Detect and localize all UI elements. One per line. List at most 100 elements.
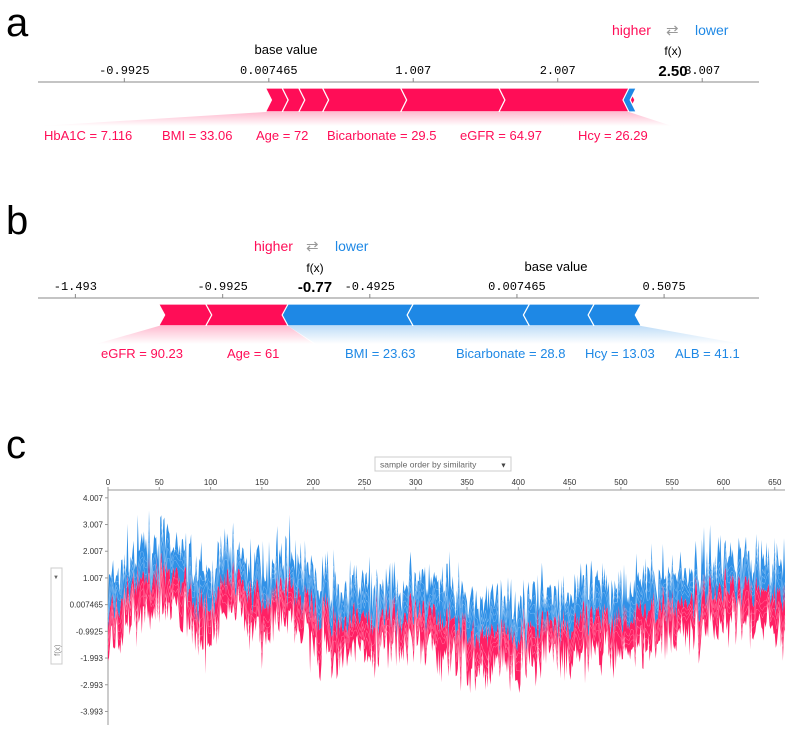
x-tick-label: 450 — [563, 478, 577, 487]
tick-label: 1.007 — [395, 64, 431, 78]
y-tick-label: 2.007 — [83, 547, 104, 556]
force-plot-a: higher ⇄ lower f(x) 2.50 base value -0.9… — [38, 22, 759, 146]
positive-feature-label: Age = 72 — [256, 128, 308, 143]
ticks-a: -0.9925 0.007465 1.007 2.007 3.007 — [99, 64, 720, 82]
legend-arrows: ⇄ — [666, 22, 679, 39]
positive-segment — [321, 87, 408, 113]
positive-feature-label: Bicarbonate = 29.5 — [327, 128, 437, 143]
positive-label-fan — [320, 112, 455, 126]
order-dropdown-box[interactable] — [374, 456, 512, 472]
positive-segment — [497, 87, 636, 113]
negative-segment — [281, 303, 415, 327]
tick-label: 0.007465 — [240, 64, 298, 78]
positive-feature-label: Hcy = 26.29 — [578, 128, 648, 143]
x-tick-label: 200 — [306, 478, 320, 487]
positive-label-fan — [250, 112, 323, 126]
base-value-label-a: base value — [255, 42, 318, 57]
ticks-b: -1.493 -0.9925 -0.4925 0.007465 0.5075 — [54, 280, 686, 298]
bars-a: HbA1C = 7.116 BMI = 33.06 Age = 72 Bicarbon… — [40, 87, 673, 146]
positive-streak — [107, 575, 786, 679]
x-tick-label: 0 — [106, 478, 111, 487]
negative-label-fan — [413, 326, 577, 344]
x-ticks-c: 0 50 100 150 200 250 300 350 400 450 500 550 600 650 — [106, 478, 782, 490]
fx-label-a: f(x) — [664, 44, 681, 58]
positive-label-fan — [200, 326, 314, 344]
positive-feature-label: HbA1C = 7.116 — [44, 128, 132, 143]
y-dropdown-label: f(x) — [53, 644, 62, 656]
y-dropdown[interactable]: ▼ f(x) — [50, 567, 63, 665]
bars-b: eGFR = 90.23 Age = 61 BMI = 23.63 Bicarbona… — [96, 303, 742, 364]
y-tick-label: 0.007465 — [70, 601, 104, 610]
negative-segment — [622, 87, 638, 113]
tick-label: 2.007 — [540, 64, 576, 78]
legend-b: higher ⇄ lower — [254, 238, 369, 255]
negative-label-fan — [288, 326, 452, 344]
y-tick-label: -3.993 — [80, 707, 103, 716]
y-dropdown-box[interactable] — [50, 567, 63, 665]
tick-label: 0.007465 — [488, 280, 546, 294]
positive-label-fan — [96, 326, 206, 344]
negative-label-fan — [594, 326, 742, 344]
tick-label: 0.5075 — [642, 280, 685, 294]
negative-feature-label: Bicarbonate = 28.8 — [456, 346, 566, 361]
negative-streak — [107, 541, 786, 646]
positive-streak — [107, 569, 786, 671]
negative-feature-label: ALB = 41.1 — [675, 346, 740, 361]
legend-lower: lower — [335, 238, 369, 254]
tick-label: -0.9925 — [99, 64, 149, 78]
negative-label-fan — [529, 326, 665, 344]
legend-higher: higher — [254, 238, 293, 254]
fx-value-b: -0.77 — [298, 279, 332, 296]
positive-feature-label: eGFR = 90.23 — [101, 346, 183, 361]
order-dropdown[interactable]: sample order by similarity ▼ — [374, 456, 512, 472]
positive-label-fan — [400, 112, 565, 126]
stacked-force-plot: sample order by similarity ▼ ▼ f(x) 0 50 1… — [50, 456, 786, 725]
panel-label-b: b — [6, 199, 28, 243]
stacked-areas — [107, 510, 786, 694]
panel-label-c: c — [6, 423, 26, 467]
negative-streak — [107, 533, 786, 640]
y-tick-label: -1.993 — [80, 654, 103, 663]
y-tick-label: 1.007 — [83, 574, 104, 583]
positive-label-fan — [498, 112, 672, 126]
y-tick-label: 3.007 — [83, 521, 104, 530]
tick-label: -0.4925 — [345, 280, 395, 294]
positive-feature-label: Age = 61 — [227, 346, 279, 361]
positive-segment — [204, 303, 295, 327]
x-tick-label: 500 — [614, 478, 628, 487]
tick-label: -0.9925 — [197, 280, 247, 294]
chevron-down-icon: ▼ — [500, 463, 507, 470]
positive-segment — [399, 87, 506, 113]
negative-feature-label: Hcy = 13.03 — [585, 346, 655, 361]
negative-segment — [587, 303, 643, 327]
legend-higher: higher — [612, 22, 651, 38]
negative-segment — [406, 303, 531, 327]
panel-label-a: a — [6, 1, 29, 45]
x-tick-label: 550 — [665, 478, 679, 487]
positive-streak — [107, 562, 786, 663]
y-ticks-c: 4.007 3.007 2.007 1.007 0.007465 -0.9925 -1.99… — [70, 494, 108, 716]
x-tick-label: 100 — [204, 478, 218, 487]
positive-feature-label: eGFR = 64.97 — [460, 128, 542, 143]
legend-a: higher ⇄ lower — [612, 22, 729, 39]
order-dropdown-label: sample order by similarity — [380, 460, 477, 470]
base-value-label-b: base value — [525, 259, 588, 274]
positive-feature-label: BMI = 33.06 — [162, 128, 232, 143]
positive-segment — [157, 303, 213, 327]
x-tick-label: 250 — [358, 478, 372, 487]
y-tick-label: -2.993 — [80, 681, 103, 690]
negative-streak — [107, 524, 786, 634]
legend-arrows: ⇄ — [306, 238, 319, 255]
y-tick-label: -0.9925 — [76, 627, 104, 636]
force-plot-b: higher ⇄ lower f(x) -0.77 base value -1.… — [38, 238, 759, 364]
positive-label-fan — [157, 112, 299, 126]
x-tick-label: 50 — [155, 478, 164, 487]
positive-label-fan — [40, 112, 283, 126]
legend-lower: lower — [695, 22, 729, 38]
x-tick-label: 650 — [768, 478, 782, 487]
tick-label: -1.493 — [54, 280, 97, 294]
negative-feature-label: BMI = 23.63 — [345, 346, 415, 361]
tick-label: 3.007 — [684, 64, 720, 78]
y-tick-label: 4.007 — [83, 494, 104, 503]
